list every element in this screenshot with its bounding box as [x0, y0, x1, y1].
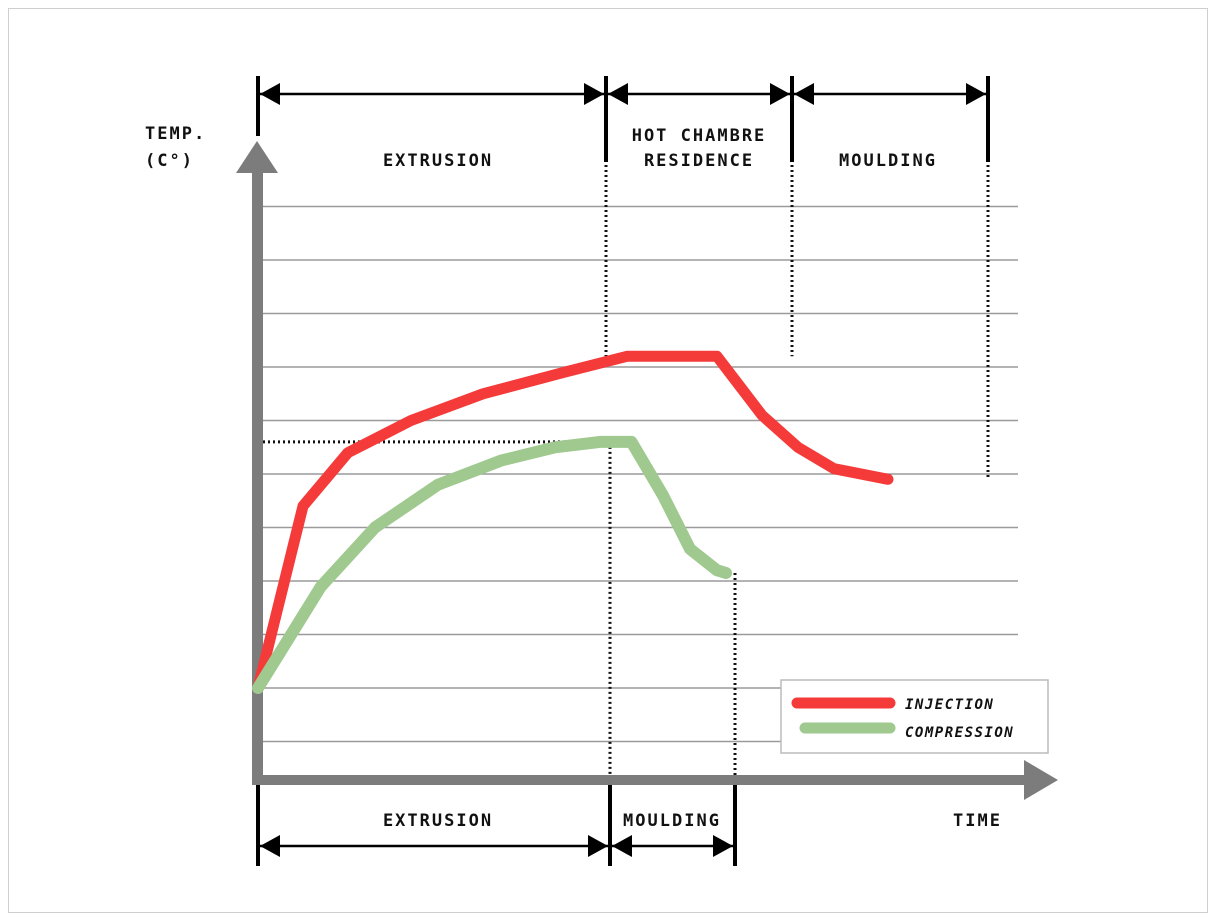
top-phase-label-hot-chambre-line1: HOT CHAMBRE [632, 126, 767, 146]
x-axis-line [252, 775, 1032, 785]
bottom-phase-label-moulding: MOULDING [623, 811, 721, 831]
series-compression-line [252, 435, 732, 694]
top-extrusion-arrowhead-left [260, 83, 280, 105]
top-moulding-arrowhead-left [794, 83, 814, 105]
legend: INJECTION COMPRESSION [780, 679, 1049, 754]
x-axis-arrow [1024, 760, 1058, 800]
series-lines [252, 350, 894, 694]
top-moulding-arrowhead-right [966, 83, 986, 105]
top-phase-label-extrusion: EXTRUSION [383, 151, 493, 171]
y-axis-label-line2: (C°) [145, 151, 194, 171]
legend-injection-label: INJECTION [905, 697, 994, 713]
top-hot-chambre-arrowhead-right [770, 83, 790, 105]
axes [236, 141, 1058, 800]
top-hot-chambre-arrowhead-left [608, 83, 628, 105]
top-extrusion-arrowhead-right [584, 83, 604, 105]
y-axis-label-line1: TEMP. [145, 124, 206, 144]
series-injection-line [252, 350, 894, 694]
y-axis-arrow [236, 141, 278, 173]
phase-brackets: EXTRUSION HOT CHAMBRE RESIDENCE MOULDING EXT… [256, 76, 990, 866]
bottom-extrusion-arrowhead-left [260, 835, 280, 857]
legend-compression-label: COMPRESSION [905, 725, 1014, 741]
grid-lines [258, 205, 1018, 743]
bottom-extrusion-arrowhead-right [588, 835, 608, 857]
top-phase-label-moulding: MOULDING [839, 151, 937, 171]
bottom-phase-label-extrusion: EXTRUSION [383, 811, 493, 831]
y-axis-line [252, 168, 263, 784]
top-phase-label-hot-chambre-line2: RESIDENCE [644, 151, 754, 171]
x-axis-label: TIME [953, 811, 1002, 831]
dotted-guides [263, 160, 990, 780]
bottom-moulding-arrowhead-right [713, 835, 733, 857]
bottom-moulding-arrowhead-left [612, 835, 632, 857]
